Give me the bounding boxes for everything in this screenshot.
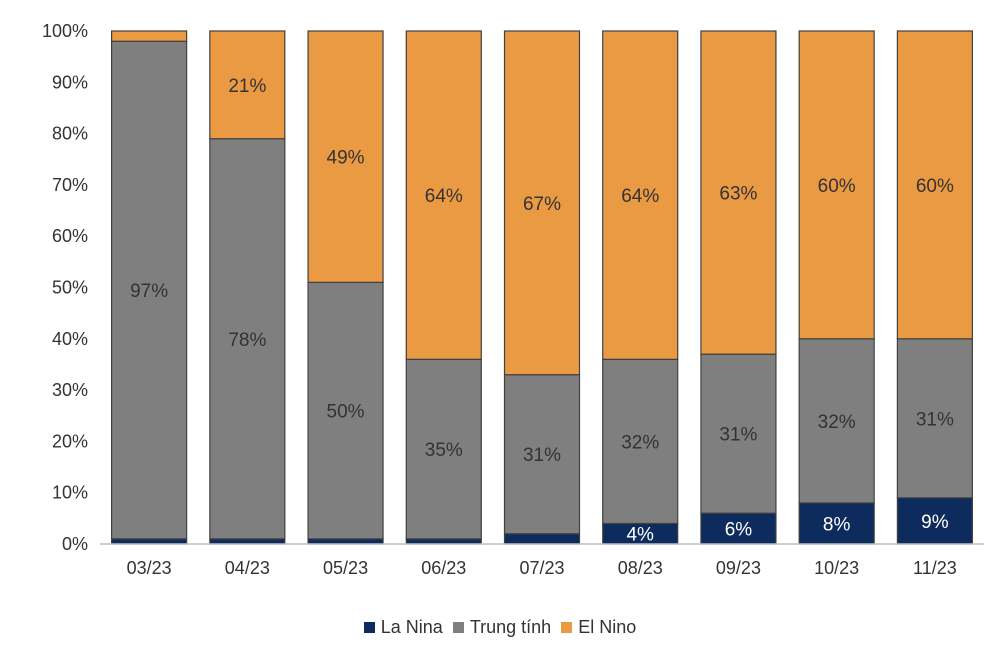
x-tick-label: 10/23 (814, 558, 859, 578)
x-tick-label: 11/23 (913, 558, 957, 578)
data-labels-group: 97% 78% 21% 50% 49% 35% 64% 31% 67% 4% 32% 64% 6% 31%… (130, 76, 954, 546)
data-label: 8% (823, 514, 851, 535)
data-label: 60% (818, 176, 856, 197)
bar-segment-el-nino (405, 30, 482, 360)
bar-segment-la-nina (798, 502, 875, 545)
data-label: 78% (228, 330, 266, 351)
data-label: 31% (916, 409, 954, 430)
y-tick-label: 10% (52, 483, 88, 503)
bars-group (111, 30, 973, 545)
y-tick-label: 0% (62, 534, 88, 554)
bar-segment-trung-tính (896, 338, 973, 499)
y-tick-label: 20% (52, 431, 88, 451)
bar-segment-el-nino (602, 30, 679, 360)
data-label: 64% (425, 186, 463, 207)
bar-segment-la-nina (209, 538, 286, 545)
data-label: 32% (818, 412, 856, 433)
bar-segment-el-nino (209, 30, 286, 140)
x-tick-label: 09/23 (716, 558, 761, 578)
bar-segment-trung-tính (700, 353, 777, 514)
data-label: 31% (719, 425, 757, 446)
legend-label: Trung tính (469, 617, 552, 637)
legend-swatch (452, 622, 464, 633)
data-label: 35% (425, 440, 463, 461)
bar-segment-trung-tính (503, 374, 581, 535)
legend-item: Trung tính (452, 617, 552, 638)
y-tick-label: 100% (42, 21, 88, 41)
legend-swatch (363, 622, 375, 633)
bar-segment-la-nina (896, 497, 973, 545)
bar-segment-el-nino (503, 30, 581, 376)
y-tick-label: 80% (52, 124, 88, 144)
bar-segment-la-nina (307, 538, 384, 545)
stacked-bar-chart: 97% 78% 21% 50% 49% 35% 64% 31% 67% 4% 32% 64% 6% 31%… (42, 21, 984, 578)
data-label: 4% (626, 525, 654, 546)
x-tick-label: 05/23 (323, 558, 368, 578)
bar-segment-el-nino (700, 30, 777, 355)
legend-item: La Nina (363, 617, 443, 638)
legend-label: La Nina (380, 617, 443, 637)
x-tick-label: 08/23 (618, 558, 663, 578)
x-tick-label: 07/23 (519, 558, 564, 578)
legend: La Nina Trung tính El Nino (0, 617, 1000, 638)
x-tick-label: 04/23 (225, 558, 270, 578)
x-tick-label: 06/23 (421, 558, 466, 578)
data-label: 21% (228, 76, 266, 97)
bar-segment-el-nino (896, 30, 973, 340)
bar-segment-la-nina (405, 538, 482, 545)
legend-label: El Nino (578, 617, 637, 637)
y-tick-label: 90% (52, 72, 88, 92)
bar-segment-trung-tính (209, 138, 286, 540)
bar-segment-la-nina (700, 512, 777, 545)
x-tick-label: 03/23 (127, 558, 172, 578)
data-label: 63% (719, 184, 757, 205)
bar-segment-la-nina (503, 533, 581, 545)
bar-segment-el-nino (798, 30, 875, 340)
y-tick-label: 50% (52, 278, 88, 298)
data-label: 64% (621, 186, 659, 207)
data-label: 9% (921, 512, 949, 533)
data-label: 49% (327, 148, 365, 169)
data-label: 60% (916, 176, 954, 197)
x-axis-ticks: 03/23 04/23 05/23 06/23 07/23 08/23 09/23 10/23… (127, 558, 957, 578)
y-axis-ticks: 0% 10% 20% 30% 40% 50% 60% 70% 80% 90% 100% (42, 21, 88, 554)
data-label: 97% (130, 281, 168, 302)
bar-segment-el-nino (307, 30, 384, 283)
y-tick-label: 60% (52, 226, 88, 246)
bar-segment-la-nina (111, 538, 188, 545)
legend-item: El Nino (561, 617, 636, 638)
y-tick-label: 40% (52, 329, 88, 349)
bar-segment-trung-tính (307, 281, 384, 540)
data-label: 67% (523, 194, 561, 215)
legend-swatch (561, 622, 573, 633)
bar-segment-el-nino (111, 30, 188, 42)
bar-segment-trung-tính (405, 358, 482, 540)
bar-segment-trung-tính (111, 40, 188, 540)
data-label: 32% (621, 432, 659, 453)
y-tick-label: 70% (52, 175, 88, 195)
data-label: 6% (725, 520, 753, 541)
y-tick-label: 30% (52, 380, 88, 400)
data-label: 31% (523, 445, 561, 466)
bar-segment-trung-tính (798, 338, 875, 504)
data-label: 50% (327, 402, 365, 423)
